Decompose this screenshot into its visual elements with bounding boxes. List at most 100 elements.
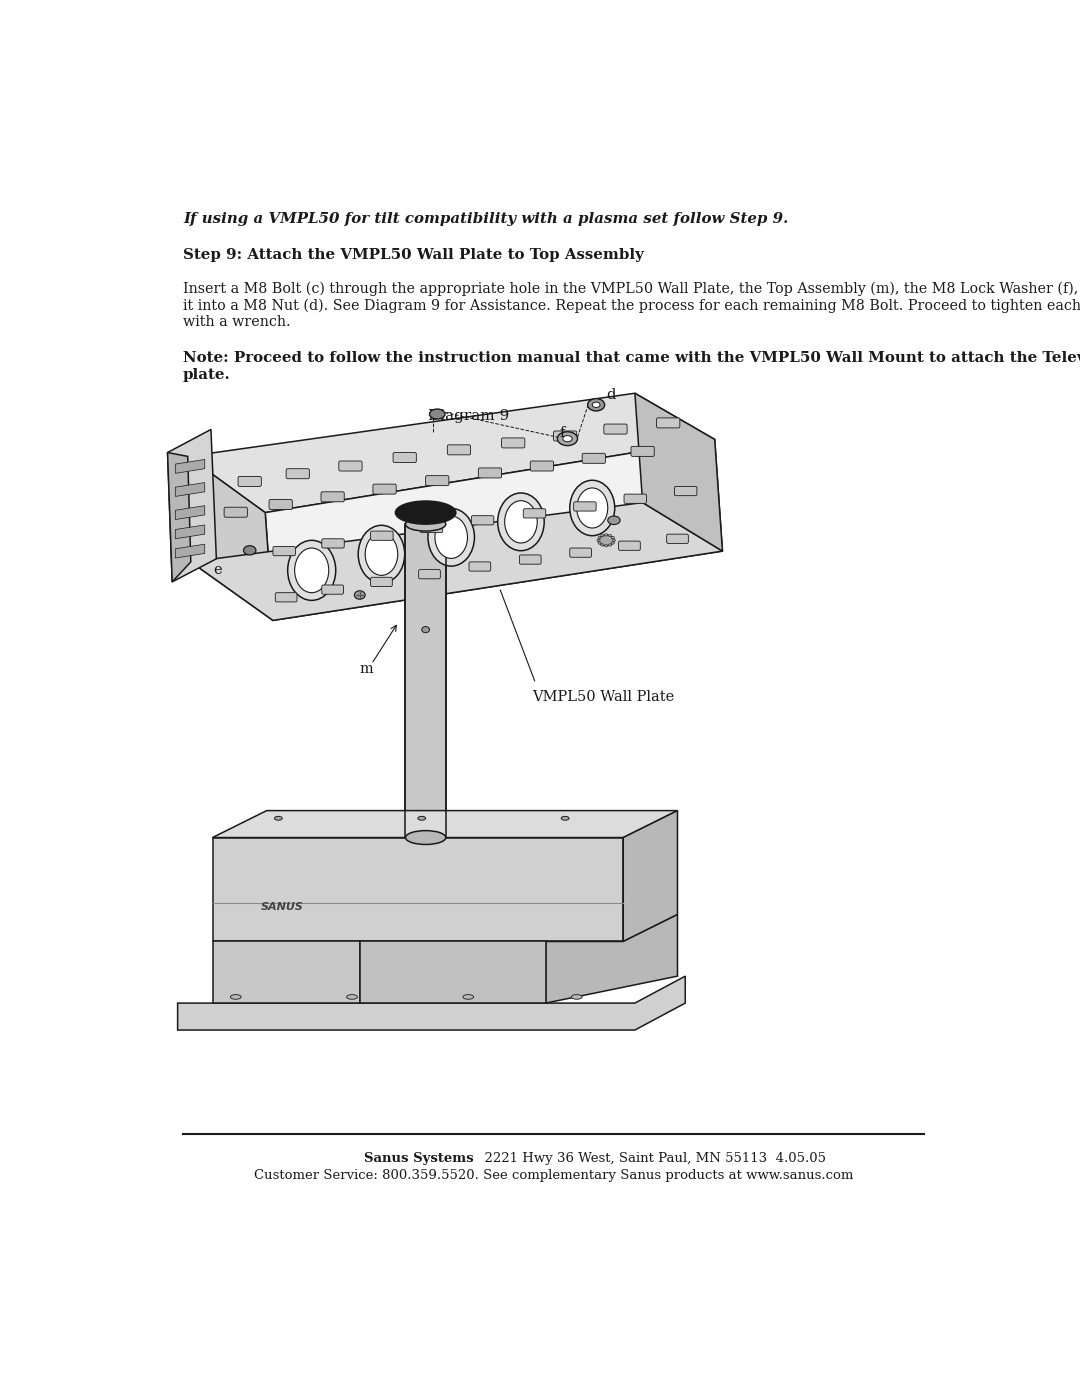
Text: m: m <box>359 662 373 676</box>
Text: Note: Proceed to follow the instruction manual that came with the VMPL50 Wall Mo: Note: Proceed to follow the instruction … <box>183 351 1080 365</box>
Polygon shape <box>175 460 205 474</box>
Text: Sanus Systems: Sanus Systems <box>364 1153 474 1165</box>
FancyBboxPatch shape <box>426 475 449 486</box>
Polygon shape <box>405 524 446 838</box>
FancyBboxPatch shape <box>370 577 392 587</box>
Text: 2221 Hwy 36 West, Saint Paul, MN 55113  4.05.05: 2221 Hwy 36 West, Saint Paul, MN 55113 4… <box>476 1153 826 1165</box>
Ellipse shape <box>430 409 445 419</box>
FancyBboxPatch shape <box>322 585 343 594</box>
FancyBboxPatch shape <box>570 548 592 557</box>
Ellipse shape <box>563 436 572 441</box>
FancyBboxPatch shape <box>447 444 471 455</box>
Ellipse shape <box>608 543 611 546</box>
Ellipse shape <box>612 539 616 542</box>
Ellipse shape <box>354 591 365 599</box>
Polygon shape <box>188 457 273 620</box>
FancyBboxPatch shape <box>501 437 525 448</box>
Text: f: f <box>559 426 565 440</box>
Ellipse shape <box>295 548 328 592</box>
Polygon shape <box>188 393 715 513</box>
Ellipse shape <box>405 831 446 844</box>
Ellipse shape <box>605 545 608 546</box>
FancyBboxPatch shape <box>582 453 606 464</box>
Ellipse shape <box>395 502 456 524</box>
Polygon shape <box>213 838 623 942</box>
FancyBboxPatch shape <box>321 492 345 502</box>
FancyBboxPatch shape <box>573 502 596 511</box>
Ellipse shape <box>611 542 615 545</box>
Text: plate.: plate. <box>183 367 231 381</box>
FancyBboxPatch shape <box>393 453 416 462</box>
Polygon shape <box>175 545 205 557</box>
FancyBboxPatch shape <box>524 509 545 518</box>
Polygon shape <box>623 810 677 942</box>
Polygon shape <box>175 482 205 496</box>
Ellipse shape <box>405 517 446 531</box>
FancyBboxPatch shape <box>554 432 577 441</box>
Text: d: d <box>606 388 616 402</box>
Text: Step 9: Attach the VMPL50 Wall Plate to Top Assembly: Step 9: Attach the VMPL50 Wall Plate to … <box>183 249 644 263</box>
FancyBboxPatch shape <box>238 476 261 486</box>
Ellipse shape <box>428 509 474 566</box>
Ellipse shape <box>498 493 544 550</box>
FancyBboxPatch shape <box>471 515 494 525</box>
FancyBboxPatch shape <box>519 555 541 564</box>
Text: e: e <box>213 563 221 577</box>
Ellipse shape <box>592 402 600 408</box>
FancyBboxPatch shape <box>469 562 490 571</box>
Ellipse shape <box>597 539 600 542</box>
Ellipse shape <box>243 546 256 555</box>
FancyBboxPatch shape <box>275 592 297 602</box>
Polygon shape <box>175 525 205 539</box>
FancyBboxPatch shape <box>273 546 296 556</box>
Ellipse shape <box>557 432 578 446</box>
FancyBboxPatch shape <box>674 486 697 496</box>
FancyBboxPatch shape <box>530 461 554 471</box>
FancyBboxPatch shape <box>225 507 247 517</box>
Polygon shape <box>635 393 723 550</box>
Text: If using a VMPL50 for tilt compatibility with a plasma set follow Step 9.: If using a VMPL50 for tilt compatibility… <box>183 212 788 226</box>
Ellipse shape <box>588 398 605 411</box>
Text: VMPL50 Wall Plate: VMPL50 Wall Plate <box>531 690 674 704</box>
Polygon shape <box>360 942 545 1003</box>
Ellipse shape <box>463 995 474 999</box>
Text: SANUS: SANUS <box>260 902 303 912</box>
Text: Diagram 9: Diagram 9 <box>428 409 509 423</box>
FancyBboxPatch shape <box>370 531 393 541</box>
Ellipse shape <box>359 525 405 583</box>
Ellipse shape <box>422 627 430 633</box>
Ellipse shape <box>608 535 611 536</box>
Ellipse shape <box>605 534 608 536</box>
Polygon shape <box>266 440 723 620</box>
Polygon shape <box>167 429 216 583</box>
Ellipse shape <box>598 542 602 545</box>
FancyBboxPatch shape <box>420 524 443 532</box>
Text: Insert a M8 Bolt (c) through the appropriate hole in the VMPL50 Wall Plate, the : Insert a M8 Bolt (c) through the appropr… <box>183 282 1080 296</box>
Ellipse shape <box>562 816 569 820</box>
Ellipse shape <box>571 995 582 999</box>
FancyBboxPatch shape <box>339 461 362 471</box>
Text: Customer Service: 800.359.5520. See complementary Sanus products at www.sanus.co: Customer Service: 800.359.5520. See comp… <box>254 1169 853 1182</box>
FancyBboxPatch shape <box>631 447 654 457</box>
Ellipse shape <box>570 481 615 535</box>
Polygon shape <box>213 810 677 838</box>
FancyBboxPatch shape <box>478 468 501 478</box>
Polygon shape <box>177 977 685 1030</box>
Ellipse shape <box>600 543 604 546</box>
FancyBboxPatch shape <box>322 539 345 548</box>
Ellipse shape <box>230 995 241 999</box>
FancyBboxPatch shape <box>373 485 396 495</box>
FancyBboxPatch shape <box>604 425 627 434</box>
Ellipse shape <box>435 515 468 559</box>
Text: it into a M8 Nut (d). See Diagram 9 for Assistance. Repeat the process for each : it into a M8 Nut (d). See Diagram 9 for … <box>183 299 1080 313</box>
Ellipse shape <box>347 995 357 999</box>
Ellipse shape <box>274 816 282 820</box>
Ellipse shape <box>608 515 620 524</box>
Ellipse shape <box>598 535 613 546</box>
FancyBboxPatch shape <box>419 570 441 578</box>
FancyBboxPatch shape <box>666 534 688 543</box>
Ellipse shape <box>504 500 537 543</box>
FancyBboxPatch shape <box>624 495 647 503</box>
Ellipse shape <box>577 488 608 528</box>
Polygon shape <box>191 503 723 620</box>
